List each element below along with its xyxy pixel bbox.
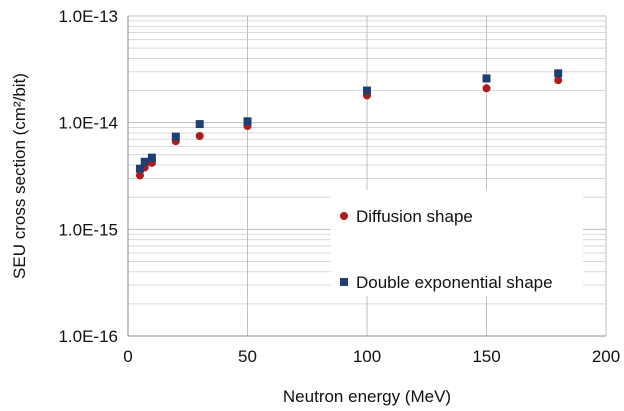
x-tick-label: 150 — [472, 347, 500, 366]
double-exponential-point — [554, 69, 563, 78]
double-exponential-point — [147, 153, 156, 162]
x-tick-label: 100 — [353, 347, 381, 366]
double-exponential-point — [135, 164, 144, 173]
legend-marker-double-exponential-shape — [340, 278, 348, 286]
legend-background — [331, 190, 583, 296]
diffusion-shape-point — [482, 84, 491, 93]
diffusion-shape-point — [554, 76, 563, 85]
diffusion-shape-point — [195, 131, 204, 140]
axes — [127, 16, 606, 337]
y-tick-label: 1.0E-14 — [58, 114, 118, 133]
tick-labels: 1.0E-16 1.0E-15 1.0E-14 1.0E-13 0 50 100 150 200 — [58, 7, 620, 366]
legend-label: Double exponential shape — [356, 273, 553, 292]
y-axis-title: SEU cross section (cm²/bit) — [10, 73, 29, 279]
x-tick-label: 200 — [592, 347, 620, 366]
x-tick-label: 50 — [238, 347, 257, 366]
y-tick-label: 1.0E-13 — [58, 7, 118, 26]
x-tick-label: 0 — [123, 347, 132, 366]
legend-label: Diffusion shape — [356, 207, 473, 226]
legend-box — [331, 190, 583, 296]
double-exponential-point — [140, 157, 149, 166]
y-tick-label: 1.0E-16 — [58, 327, 118, 346]
data-points — [135, 69, 563, 180]
double-exponential-point — [195, 120, 204, 129]
double-exponential-point — [171, 132, 180, 141]
x-axis-title: Neutron energy (MeV) — [283, 387, 451, 406]
legend: Diffusion shape Double exponential shape — [340, 207, 553, 292]
double-exponential-point — [363, 86, 371, 95]
double-exponential-point — [482, 74, 491, 83]
y-tick-label: 1.0E-15 — [58, 220, 118, 239]
double-exponential-point — [243, 117, 252, 126]
diffusion-shape-point — [135, 171, 144, 180]
legend-marker-diffusion-shape — [340, 212, 348, 220]
